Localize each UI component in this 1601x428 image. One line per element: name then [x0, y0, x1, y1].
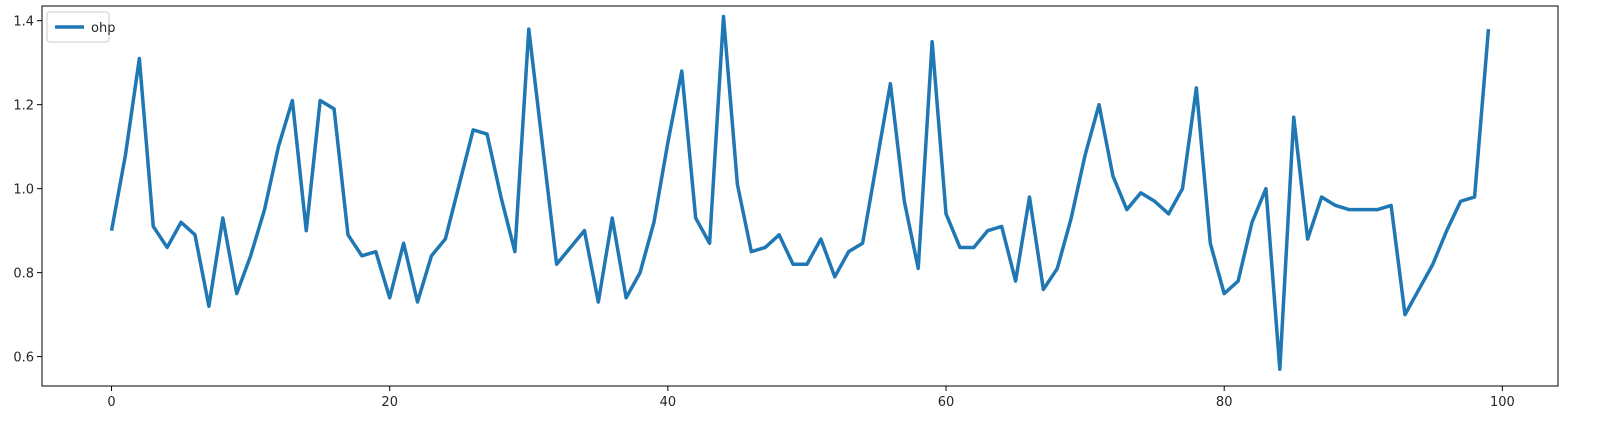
x-tick-label: 20 [381, 395, 398, 410]
x-tick-label: 100 [1490, 395, 1515, 410]
x-tick-label: 0 [107, 395, 115, 410]
legend: ohp [46, 11, 115, 43]
y-tick-label: 1.2 [13, 99, 34, 114]
plot-frame [41, 5, 1559, 387]
x-tick-label: 60 [938, 395, 955, 410]
x-tick-label: 40 [660, 395, 677, 410]
series-layer [109, 14, 1491, 371]
y-axis-ticks: 0.6 0.8 1.0 1.2 1.4 [13, 15, 42, 366]
y-tick-label: 0.6 [13, 351, 34, 366]
y-tick-label: 0.8 [13, 267, 34, 282]
y-tick-label: 1.4 [13, 15, 34, 30]
y-tick-label: 1.0 [13, 183, 34, 198]
x-tick-label: 80 [1216, 395, 1233, 410]
legend-label-ohp: ohp [91, 21, 115, 36]
x-axis-ticks: 0 20 40 60 80 100 [107, 386, 1515, 410]
plot-background [42, 6, 1558, 386]
series-line-ohp [109, 14, 1491, 371]
